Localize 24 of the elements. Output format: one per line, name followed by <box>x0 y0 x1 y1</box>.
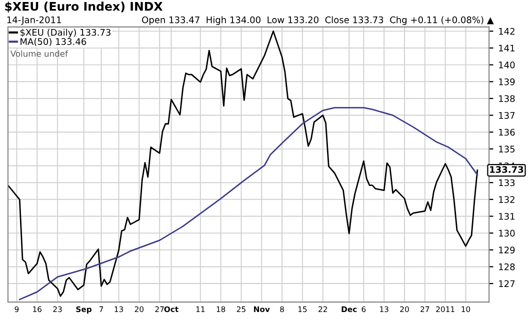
y-tick-label: 129 <box>499 246 515 254</box>
y-tick-label: 132 <box>499 196 514 203</box>
y-tick-label: 130 <box>499 230 515 237</box>
y-tick-label: 131 <box>499 212 514 220</box>
y-tick-label: 133 <box>499 179 515 186</box>
data-label: 133.73 <box>490 166 524 173</box>
line-series <box>8 30 478 297</box>
chart-title: $XEU (Euro Index) INDX <box>5 2 163 12</box>
y-tick-label: 136 <box>499 128 515 136</box>
y-tick-label: 142 <box>499 28 514 35</box>
y-tick-label: 139 <box>499 78 515 86</box>
y-tick-label: 140 <box>499 62 515 68</box>
annotation: Volume undef <box>10 50 68 57</box>
text: Open 133.47 High 134.00 Low 133.20 Close 133.73 Chg +0.11 (+0.08%) ▲ <box>142 16 494 25</box>
y-tick-label: 137 <box>499 112 515 119</box>
y-tick-label: 128 <box>499 263 515 270</box>
line-series <box>18 107 478 300</box>
legend-label: MA(50) 133.46 <box>20 38 86 46</box>
y-tick-label: 141 <box>499 44 514 52</box>
y-tick-label: 138 <box>499 95 515 102</box>
legend-label: $XEU (Daily) 133.73 <box>20 28 110 38</box>
y-tick-label: 135 <box>499 146 515 152</box>
chart-subtitle: 14-Jan-2011 <box>7 16 61 25</box>
y-tick-label: 127 <box>499 280 515 287</box>
